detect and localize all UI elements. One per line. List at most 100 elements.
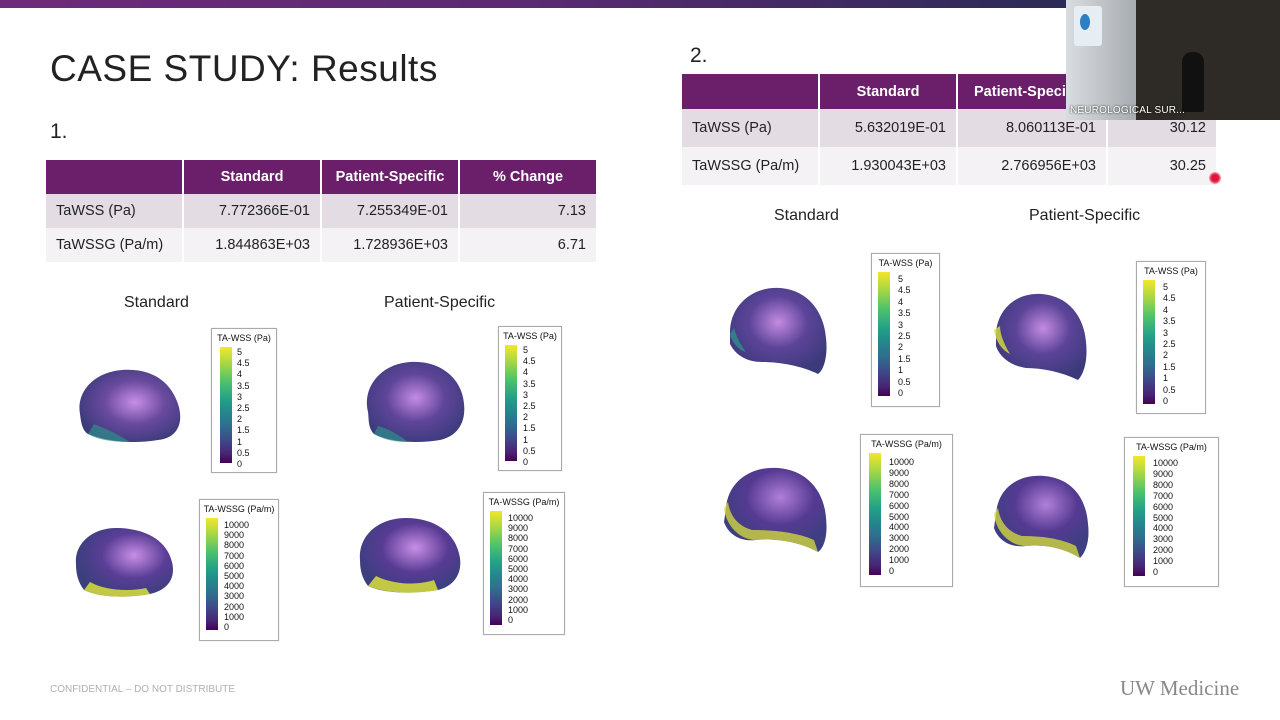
legend-tick-label: 3.5 xyxy=(898,308,911,319)
table-row: TaWSS (Pa) 5.632019E-01 8.060113E-01 30.… xyxy=(682,109,1216,147)
legend-tick-label: 2000 xyxy=(1153,545,1174,556)
legend-title: TA-WSSG (Pa/m) xyxy=(203,504,275,514)
legend-tick-label: 1000 xyxy=(889,555,910,566)
legend-tick-label: 9000 xyxy=(508,523,529,534)
legend-tick-label: 4000 xyxy=(889,522,910,533)
legend-tick-label: 10000 xyxy=(1153,458,1179,468)
table-header-cell xyxy=(46,160,182,194)
legend-tick-label: 4.5 xyxy=(1163,293,1176,304)
section-2-number: 2. xyxy=(690,44,708,67)
legend-tick-label: 8000 xyxy=(1153,479,1174,490)
legend-tick-label: 5000 xyxy=(508,564,529,574)
legend-tick-label: 0 xyxy=(224,622,230,632)
legend-tick-label: 3000 xyxy=(508,584,529,595)
table-cell: TaWSS (Pa) xyxy=(46,194,182,228)
legend-tick-label: 0 xyxy=(523,457,529,467)
legend-tick-label: 0.5 xyxy=(523,445,536,456)
legend-wssg-standard-2: TA-WSSG (Pa/m) 10000 9000 8000 7000 6000 5000… xyxy=(860,434,953,587)
table-header-cell: Patient-Specific xyxy=(322,160,458,194)
table-header-cell xyxy=(682,74,818,109)
legend-tick-label: 3.5 xyxy=(523,378,536,389)
legend-tick-label: 9000 xyxy=(889,467,910,478)
legend-tick-label: 3 xyxy=(1163,327,1169,338)
colorbar xyxy=(206,518,218,630)
legend-tick-label: 3 xyxy=(898,319,904,330)
legend-tick-label: 1.5 xyxy=(1163,361,1176,372)
legend-tick-label: 3 xyxy=(523,389,529,400)
legend-tick-label: 0.5 xyxy=(898,376,911,387)
legend-title: TA-WSSG (Pa/m) xyxy=(488,497,560,507)
results-table-1: Standard Patient-Specific % Change TaWSS… xyxy=(44,160,598,262)
slide-title: CASE STUDY: Results xyxy=(50,48,438,89)
legend-tick-label: 0 xyxy=(898,388,904,398)
legend-tick-label: 1 xyxy=(237,436,243,447)
legend-tick-label: 2 xyxy=(1163,350,1169,361)
legend-tick-label: 2 xyxy=(898,342,904,353)
table-row: TaWSS (Pa) 7.772366E-01 7.255349E-01 7.1… xyxy=(46,194,596,228)
legend-tick-label: 1000 xyxy=(224,611,245,622)
slide-top-accent-bar xyxy=(0,0,1066,8)
legend-tick-label: 9000 xyxy=(1153,468,1174,479)
legend-wss-patient-1: TA-WSS (Pa) 5 4.5 4 3.5 3 2.5 2 1.5 1 0.5 0 xyxy=(498,326,562,471)
laser-pointer-icon xyxy=(1209,172,1221,184)
table-cell: 7.772366E-01 xyxy=(184,194,320,228)
legend-tick-label: 2 xyxy=(237,414,243,425)
legend-tick-label: 0 xyxy=(508,615,514,625)
legend-tick-label: 2 xyxy=(523,412,529,423)
legend-tick-label: 0.5 xyxy=(1163,384,1176,395)
legend-title: TA-WSS (Pa) xyxy=(503,331,557,341)
legend-tick-label: 4 xyxy=(898,296,904,307)
table-header-cell: Standard xyxy=(184,160,320,194)
legend-tick-label: 4.5 xyxy=(898,285,911,296)
legend-tick-label: 8000 xyxy=(224,540,245,551)
legend-wssg-patient-2: TA-WSSG (Pa/m) 10000 9000 8000 7000 6000 5000… xyxy=(1124,437,1219,587)
legend-tick-label: 5 xyxy=(237,347,243,357)
legend-tick-label: 5 xyxy=(523,345,529,355)
legend-tick-label: 1000 xyxy=(508,604,529,615)
legend-tick-label: 4.5 xyxy=(237,358,250,369)
legend-tick-label: 7000 xyxy=(1153,490,1174,501)
table-cell: 5.632019E-01 xyxy=(820,109,956,147)
legend-tick-label: 3 xyxy=(237,391,243,402)
legend-tick-label: 3.5 xyxy=(237,380,250,391)
confidential-footer: CONFIDENTIAL – DO NOT DISTRIBUTE xyxy=(50,684,236,695)
table-cell: 2.766956E+03 xyxy=(958,147,1106,185)
legend-tick-label: 2.5 xyxy=(237,403,250,413)
legend-tick-label: 7000 xyxy=(508,543,529,554)
legend-tick-label: 0 xyxy=(1163,396,1169,406)
legend-tick-label: 3000 xyxy=(889,533,910,544)
colorbar xyxy=(1133,456,1145,576)
legend-tick-label: 9000 xyxy=(224,530,245,541)
section-1-number: 1. xyxy=(50,120,68,143)
colorbar xyxy=(878,272,890,396)
video-caption: NEUROLOGICAL SUR... xyxy=(1070,105,1186,116)
speaker-figure xyxy=(1182,52,1204,112)
section-2-standard-label: Standard xyxy=(774,207,839,224)
legend-tick-label: 7000 xyxy=(224,550,245,561)
table-cell: TaWSSG (Pa/m) xyxy=(682,147,818,185)
legend-tick-label: 1000 xyxy=(1153,556,1174,567)
section-2-patient-specific-label: Patient-Specific xyxy=(1029,207,1141,224)
legend-title: TA-WSSG (Pa/m) xyxy=(1136,442,1207,452)
colorbar xyxy=(505,345,517,461)
legend-tick-label: 5000 xyxy=(1153,512,1174,523)
aneurysm-model-wss-standard-1 xyxy=(79,369,181,442)
speaker-video-thumbnail[interactable]: NEUROLOGICAL SUR... xyxy=(1066,0,1280,120)
aneurysm-model-wssg-patient-1 xyxy=(359,518,461,593)
legend-tick-label: 0 xyxy=(889,566,895,576)
legend-tick-label: 6000 xyxy=(1153,501,1174,512)
legend-tick-label: 2000 xyxy=(508,594,529,605)
legend-tick-label: 1 xyxy=(898,365,904,376)
section-1-standard-label: Standard xyxy=(124,294,189,311)
legend-tick-label: 1 xyxy=(1163,373,1169,384)
colorbar xyxy=(1143,280,1155,404)
table-cell: TaWSSG (Pa/m) xyxy=(46,228,182,262)
table-row: TaWSSG (Pa/m) 1.844863E+03 1.728936E+03 … xyxy=(46,228,596,262)
legend-wss-patient-2: TA-WSS (Pa) 5 4.5 4 3.5 3 2.5 2 1.5 1 0.5 0 xyxy=(1136,261,1206,414)
legend-tick-label: 4.5 xyxy=(523,356,536,367)
legend-tick-label: 3000 xyxy=(1153,534,1174,545)
legend-tick-label: 0 xyxy=(237,459,243,469)
legend-tick-label: 2.5 xyxy=(1163,339,1176,349)
aneurysm-model-wss-patient-2 xyxy=(994,293,1087,380)
legend-wss-standard-2: TA-WSS (Pa) 5 4.5 4 3.5 3 2.5 2 1.5 1 0.5 0 xyxy=(871,253,940,407)
